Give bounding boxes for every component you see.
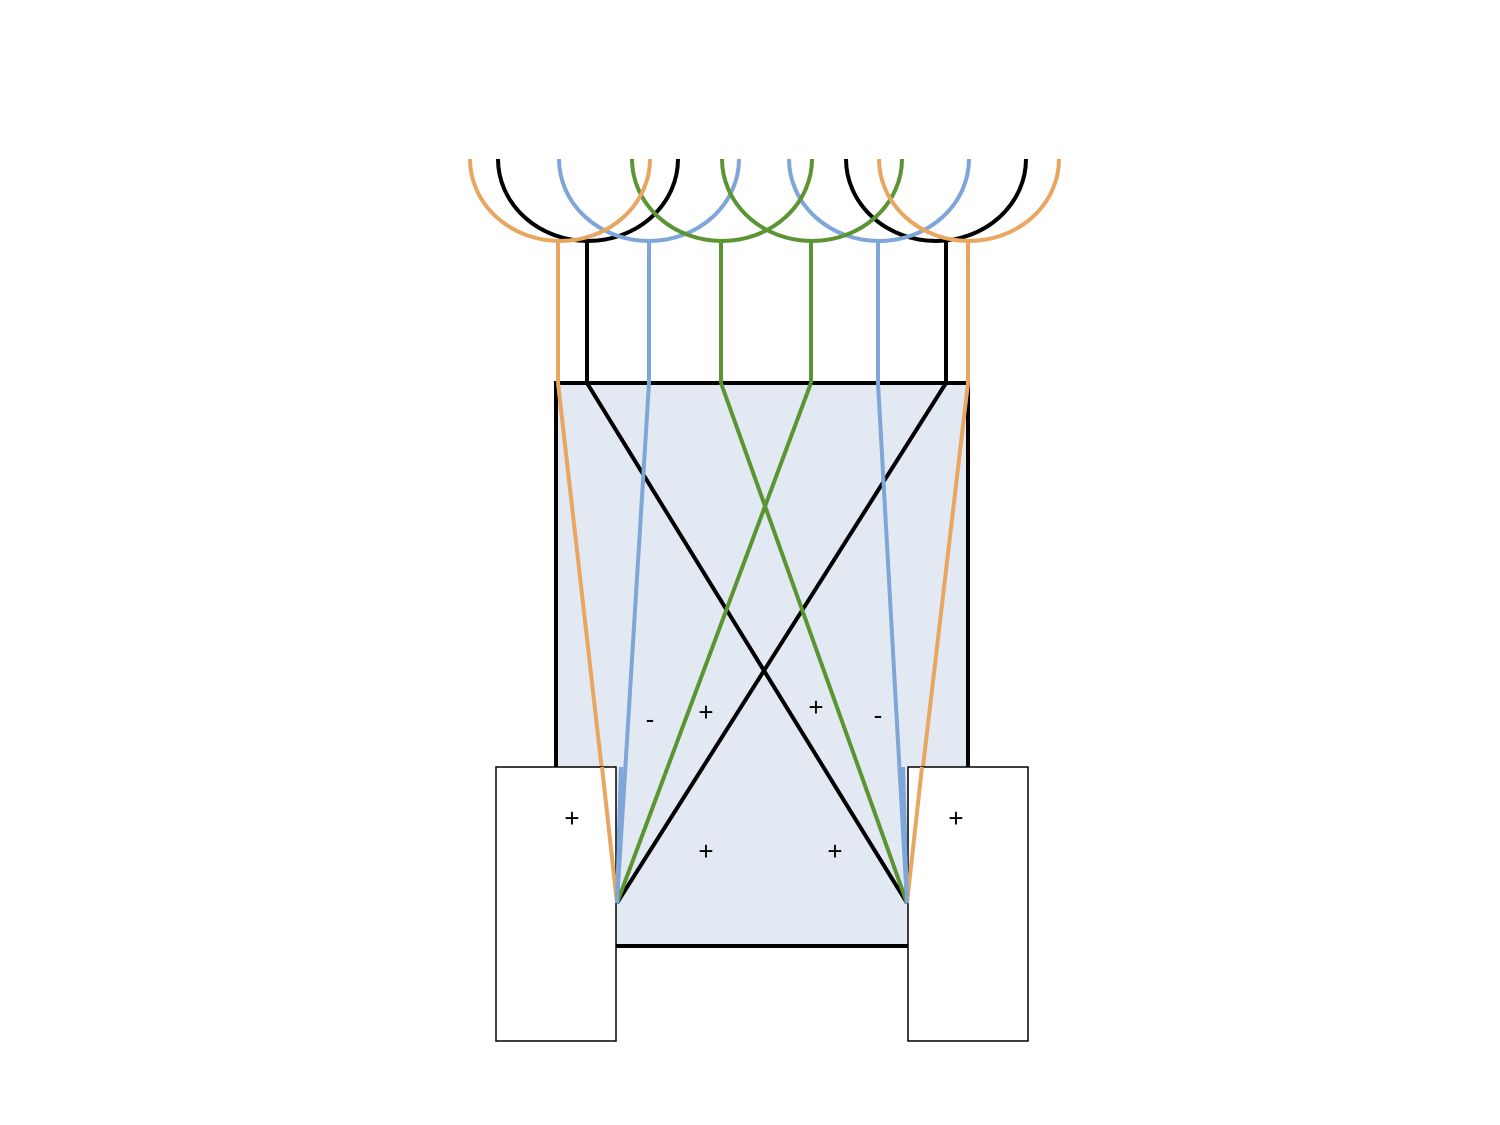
green-diagonal-right-to-left (615, 382, 813, 904)
inner-left-plus-label: + (698, 697, 713, 727)
green-diagonal-left-to-right (719, 382, 909, 904)
inner-right-minus-label: - (874, 700, 883, 730)
black-loop-right (844, 158, 1028, 243)
vertical-leads (556, 241, 970, 383)
blue-end-left (615, 766, 623, 904)
polarity-labels: - + + - + + + + (564, 692, 963, 866)
black-diagonal-left-to-right (585, 381, 909, 905)
orange-end-left (600, 766, 619, 904)
inner-right-plus-label: + (808, 692, 823, 722)
orange-end-right (905, 766, 924, 904)
right-terminal-block (907, 766, 1029, 1042)
black-diagonal-right-to-left (615, 381, 948, 905)
right-terminal-plus-label: + (948, 803, 963, 833)
left-terminal-plus-label: + (564, 803, 579, 833)
terminal-wire-ends (600, 766, 924, 904)
lower-right-plus-label: + (827, 836, 842, 866)
left-terminal-block (495, 766, 617, 1042)
top-loops (468, 158, 1061, 243)
lower-left-plus-label: + (698, 836, 713, 866)
inner-left-minus-label: - (646, 704, 655, 734)
blue-diagonal-right (876, 382, 909, 904)
blue-end-right (901, 766, 909, 904)
blue-diagonal-left (615, 382, 651, 904)
